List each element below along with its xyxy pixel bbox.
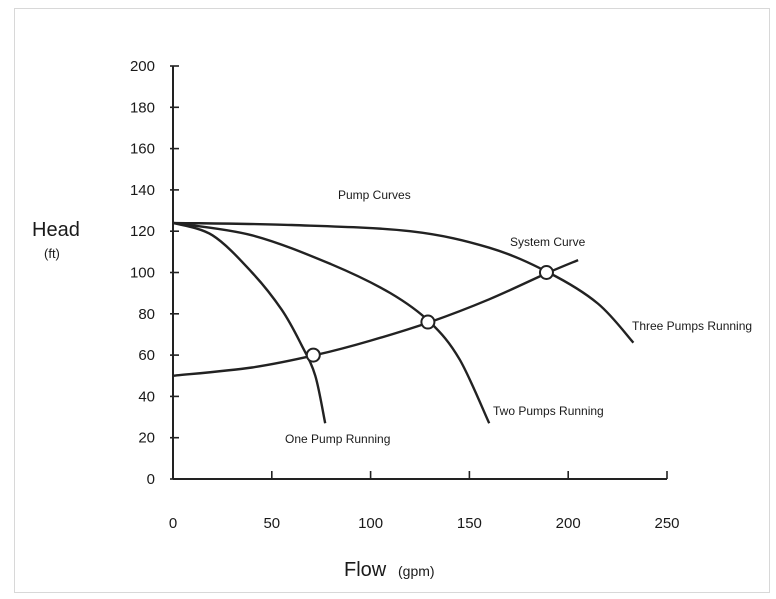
two-pumps-label: Two Pumps Running [493,404,604,418]
y-tick-label: 40 [138,388,155,405]
y-axis-unit: (ft) [44,246,60,261]
operating-point-group [305,265,554,363]
x-tick-label: 150 [457,515,482,532]
three-pumps-curve [172,221,635,344]
tick-group: 0 20 40 60 80 100 120 140 160 180 200 0 50 100 150 200 2… [130,58,680,532]
system-curve-label: System Curve [510,235,586,249]
x-tick-label: 200 [556,515,581,532]
x-axis-unit: (gpm) [398,563,435,579]
x-axis-label: Flow [344,559,387,581]
y-tick-label: 20 [138,430,155,447]
chart-frame [14,8,770,593]
y-tick-label: 160 [130,141,155,158]
y-tick-label: 200 [130,58,155,75]
x-tick-label: 250 [654,515,679,532]
two-pumps-curve [172,221,491,424]
curve-group [172,221,635,424]
three-pumps-label: Three Pumps Running [632,319,752,333]
system-curve [172,258,579,377]
y-axis-label: Head [32,219,80,241]
one-pump-curve [172,221,327,424]
y-tick-label: 0 [147,471,155,488]
operating-point [420,314,436,330]
pump-curves-label: Pump Curves [338,188,411,202]
y-tick-label: 140 [130,182,155,199]
y-tick-label: 120 [130,223,155,240]
operating-point [538,265,554,280]
y-tick-label: 180 [130,99,155,116]
label-group: Head (ft) Flow (gpm) Pump Curves System … [32,188,752,581]
operating-point [305,347,321,363]
x-tick-label: 100 [358,515,383,532]
y-tick-label: 100 [130,265,155,282]
x-tick-label: 50 [263,515,280,532]
y-tick-label: 80 [138,306,155,323]
y-tick-label: 60 [138,347,155,364]
one-pump-label: One Pump Running [285,432,390,446]
x-tick-label: 0 [169,515,177,532]
